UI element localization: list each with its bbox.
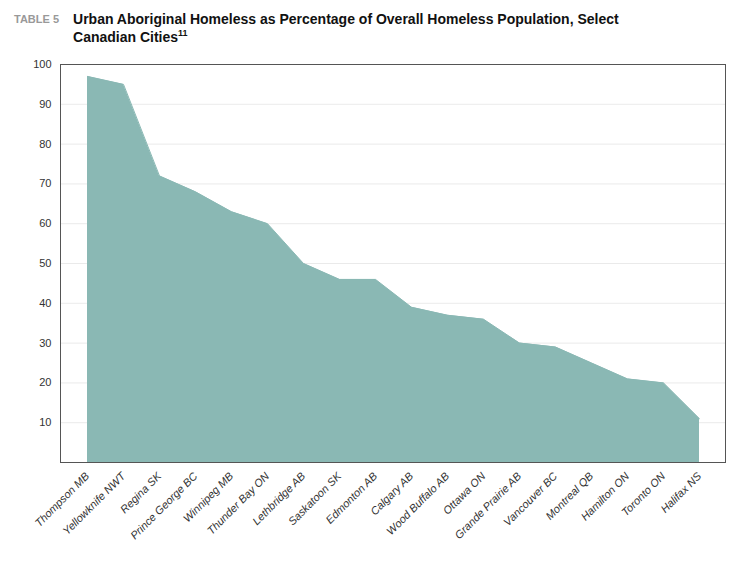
html-text:TABLE 5: TABLE 5: [14, 13, 59, 25]
svg-text:60: 60: [39, 218, 51, 230]
svg-text:Vancouver BC: Vancouver BC: [501, 470, 560, 529]
svg-text:Yellowknife NWT: Yellowknife NWT: [60, 469, 128, 537]
svg-text:70: 70: [39, 178, 51, 190]
svg-text:Winnipeg MB: Winnipeg MB: [180, 470, 236, 525]
svg-text:20: 20: [39, 377, 51, 389]
svg-text:50: 50: [39, 257, 51, 269]
svg-text:80: 80: [39, 138, 51, 150]
svg-text:90: 90: [39, 98, 51, 110]
svg-text:40: 40: [39, 297, 51, 309]
svg-text:Calgary AB: Calgary AB: [367, 470, 416, 518]
svg-text:Saskatoon SK: Saskatoon SK: [285, 470, 344, 528]
svg-text:30: 30: [39, 337, 51, 349]
html-text:Urban Aboriginal Homeless as P: Urban Aboriginal Homeless as Percentage …: [73, 11, 619, 46]
svg-text:Wood Buffalo AB: Wood Buffalo AB: [384, 470, 451, 537]
svg-text:Hamilton ON: Hamilton ON: [578, 470, 632, 524]
svg-text:Ottawa ON: Ottawa ON: [440, 470, 488, 518]
svg-text:Toronto ON: Toronto ON: [619, 470, 667, 518]
svg-text:Montreal QB: Montreal QB: [543, 470, 596, 523]
svg-text:Thunder Bay ON: Thunder Bay ON: [205, 470, 272, 537]
svg-text:Regina SK: Regina SK: [117, 470, 164, 516]
svg-text:Grande Prairie AB: Grande Prairie AB: [452, 470, 523, 541]
svg-text:Edmonton AB: Edmonton AB: [323, 470, 379, 526]
svg-text:Lethbridge AB: Lethbridge AB: [249, 470, 308, 528]
svg-text:Prince George BC: Prince George BC: [128, 470, 200, 542]
svg-text:10: 10: [39, 417, 51, 429]
svg-text:Thompson MB: Thompson MB: [32, 470, 92, 530]
svg-text:Halifax NS: Halifax NS: [658, 470, 704, 516]
svg-text:100: 100: [33, 58, 51, 70]
